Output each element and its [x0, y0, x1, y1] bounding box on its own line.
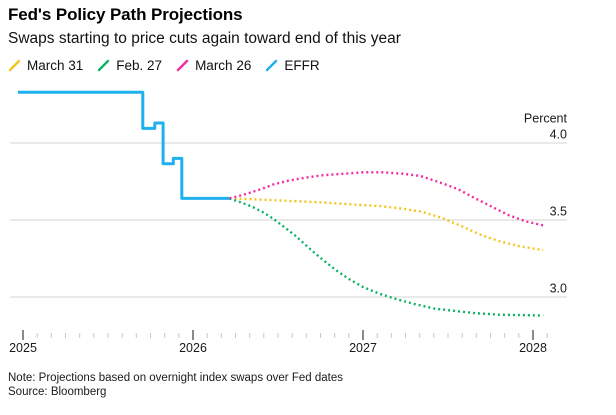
legend-item-effr: EFFR: [265, 58, 320, 73]
x-tick-label: 2027: [349, 341, 377, 355]
series-line-effr: [17, 90, 230, 200]
legend-item-feb-27: Feb. 27: [97, 58, 162, 73]
chart-note: Note: Projections based on overnight ind…: [8, 372, 343, 384]
legend: March 31 Feb. 27 March 26 EFFR: [8, 58, 320, 73]
chart-source: Source: Bloomberg: [8, 386, 107, 398]
legend-marker-icon: [8, 59, 21, 72]
y-tick-label: 3.0: [550, 282, 567, 296]
y-tick-label: 4.0: [550, 128, 567, 142]
series-line-march-26: [229, 171, 544, 227]
legend-item-march-26: March 26: [176, 58, 251, 73]
series-line-feb-27: [229, 197, 544, 317]
x-tick-label: 2025: [9, 341, 37, 355]
chart-title: Fed's Policy Path Projections: [8, 5, 243, 24]
x-tick-label: 2026: [179, 341, 207, 355]
legend-label: March 26: [195, 58, 252, 73]
y-axis-labels: Percent 4.0 3.5 3.0: [524, 112, 568, 296]
legend-label: Feb. 27: [116, 58, 163, 73]
y-gridlines: [10, 142, 567, 298]
series-line-march-31: [229, 197, 544, 252]
y-axis-title: Percent: [524, 112, 568, 126]
legend-item-march-31: March 31: [8, 58, 83, 73]
x-axis-labels: 2025 2026 2027 2028: [9, 341, 547, 355]
legend-marker-icon: [266, 59, 278, 72]
legend-label: EFFR: [284, 58, 320, 73]
legend-label: March 31: [27, 58, 84, 73]
x-tick-label: 2028: [519, 341, 547, 355]
legend-marker-icon: [176, 59, 189, 72]
legend-marker-icon: [98, 59, 110, 72]
y-tick-label: 3.5: [550, 205, 567, 219]
chart-footnotes: Note: Projections based on overnight ind…: [8, 371, 343, 399]
x-axis-ticks: [22, 330, 548, 340]
chart-subtitle: Swaps starting to price cuts again towar…: [8, 30, 401, 47]
